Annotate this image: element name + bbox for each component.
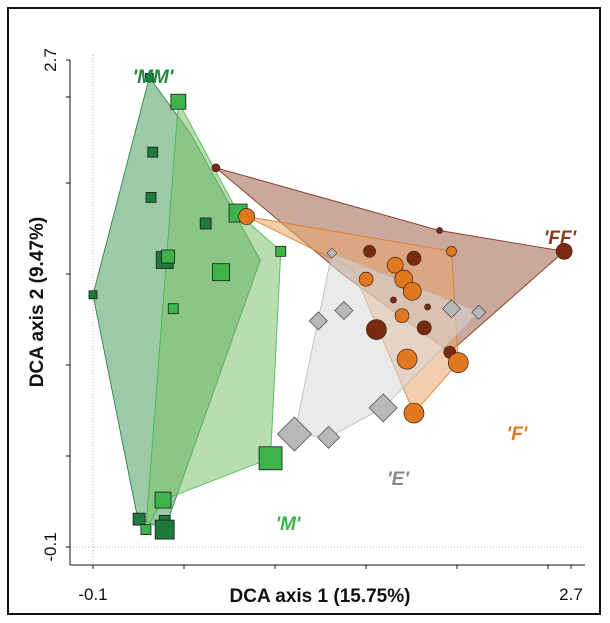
data-point-circle (211, 163, 221, 173)
data-point-circle (396, 348, 418, 370)
y-tick-label-max: 2.7 (41, 48, 60, 72)
data-point-circle (358, 271, 374, 287)
data-point-diamond (442, 299, 461, 319)
data-point-circle (424, 303, 431, 311)
data-point-circle (390, 296, 397, 304)
data-point-circle (363, 244, 376, 258)
data-point-diamond (471, 304, 487, 320)
data-point-diamond (317, 425, 341, 449)
data-point-square (275, 245, 287, 257)
group-label-3: 'FF' (544, 228, 578, 249)
group-label-4: 'F' (507, 424, 529, 445)
data-point-square (258, 446, 283, 471)
data-point-circle (436, 227, 443, 234)
data-point-circle (555, 242, 573, 260)
data-point-square (145, 192, 157, 203)
data-point-square (144, 72, 154, 82)
x-axis-title: DCA axis 1 (15.75%) (230, 586, 411, 607)
points-layer (88, 72, 573, 540)
data-point-square (170, 93, 187, 110)
x-tick-label-min: -0.1 (78, 585, 107, 604)
data-point-diamond (334, 300, 354, 320)
y-tick-label-min: -0.1 (41, 532, 60, 561)
data-point-diamond (326, 247, 338, 259)
data-point-circle (402, 281, 422, 301)
labels-layer: 'MM' 'M' 'FF' 'F' 'E' (133, 67, 578, 535)
data-point-circle (394, 308, 410, 324)
data-point-circle (238, 208, 255, 225)
data-point-square (154, 491, 172, 509)
data-point-diamond (368, 393, 398, 423)
hull-layer (92, 76, 566, 531)
data-point-square (161, 249, 176, 264)
data-point-circle (386, 256, 404, 274)
data-point-circle (403, 402, 425, 424)
data-point-circle (447, 352, 469, 373)
data-point-square (212, 263, 230, 282)
data-point-square (199, 217, 212, 230)
data-point-circle (366, 319, 387, 340)
y-axis-title: DCA axis 2 (9.47%) (27, 217, 48, 387)
data-point-square (154, 519, 175, 540)
x-tick-label-max: 2.7 (559, 585, 583, 604)
group-label-1: 'MM' (133, 67, 175, 88)
figure-frame (7, 7, 601, 615)
data-point-circle (446, 245, 457, 257)
data-point-square (147, 146, 159, 158)
data-point-circle (416, 320, 432, 336)
group-label-5: 'E' (387, 469, 410, 490)
data-point-circle (406, 250, 422, 266)
data-point-square (167, 303, 179, 315)
data-point-diamond (308, 311, 328, 331)
axes: -0.1 2.7 -0.1 2.7 DCA axis 1 (15.75%) DCA axi… (27, 48, 585, 607)
group-label-2: 'M' (276, 514, 302, 535)
data-point-square (140, 524, 152, 536)
data-point-square (88, 290, 98, 300)
data-point-diamond (276, 416, 312, 452)
data-point-square (132, 512, 146, 526)
